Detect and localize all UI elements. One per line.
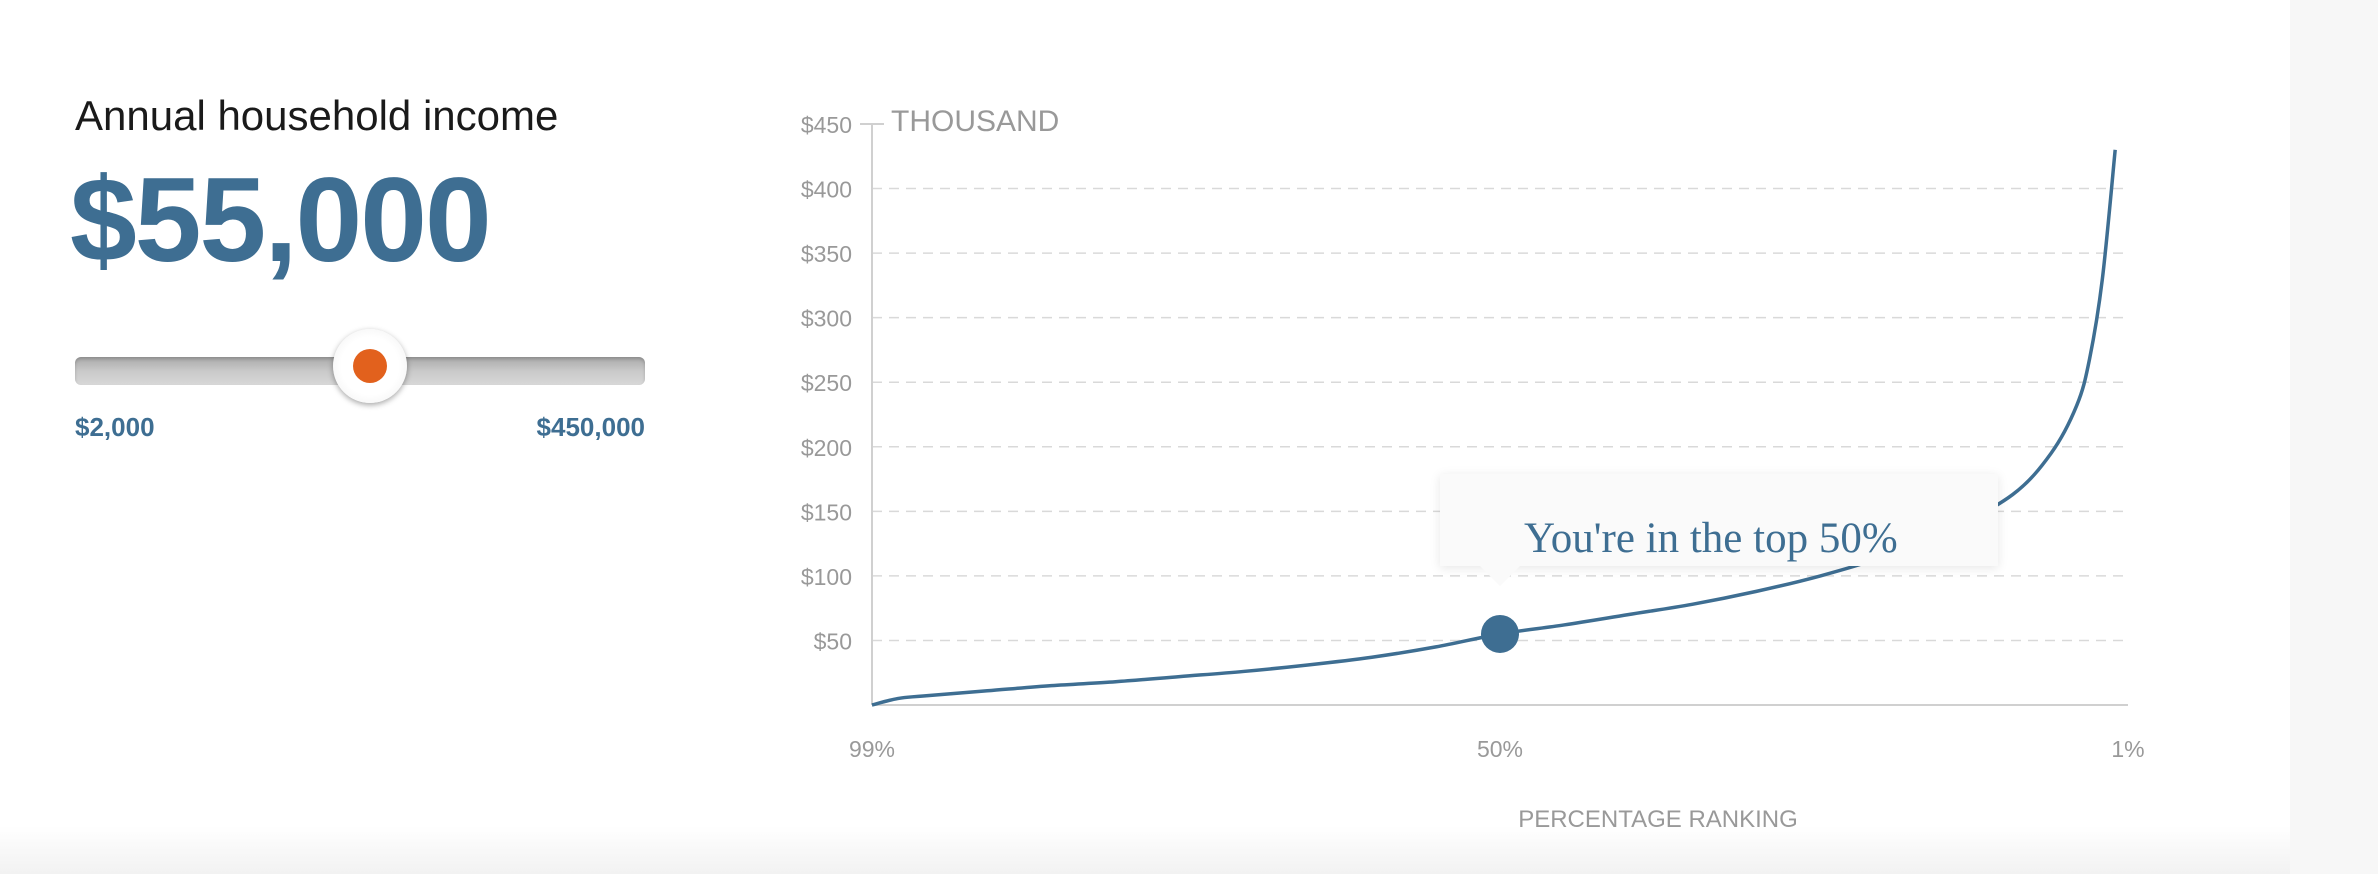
- tooltip-text: You're in the top 50%: [1524, 515, 1898, 562]
- x-tick-label: 1%: [2111, 736, 2144, 762]
- percentile-tooltip: You're in the top 50%: [1440, 474, 1998, 586]
- slider-min-label: $2,000: [75, 412, 155, 442]
- slider-max-label: $450,000: [536, 412, 645, 442]
- y-tick-label: $100: [801, 564, 852, 590]
- income-percentile-chart: $50 $100 $150 $200 $250 $300 $350 $400 $450 99% 50…: [801, 105, 2145, 833]
- page-right-margin: [2290, 0, 2378, 874]
- page-bottom-fade: [0, 826, 2290, 874]
- x-tick-label: 50%: [1477, 736, 1523, 762]
- y-axis-unit-label: THOUSAND: [891, 105, 1059, 138]
- y-tick-label: $150: [801, 499, 852, 525]
- y-tick-label: $200: [801, 435, 852, 461]
- income-slider-handle[interactable]: [332, 329, 407, 403]
- y-tick-label: $450: [801, 112, 852, 138]
- slider-handle-dot: [352, 349, 387, 383]
- y-tick-label: $50: [814, 628, 852, 654]
- x-tick-label: 99%: [849, 736, 895, 762]
- income-value: $55,000: [70, 153, 492, 287]
- y-tick-label: $350: [801, 241, 852, 267]
- income-distribution-line: [871, 149, 2117, 707]
- current-income-marker: [1481, 614, 1519, 653]
- y-tick-label: $300: [801, 306, 852, 332]
- y-tick-label: $400: [801, 177, 852, 203]
- income-label: Annual household income: [75, 92, 559, 139]
- x-axis-title: PERCENTAGE RANKING: [1518, 806, 1798, 833]
- y-tick-label: $250: [801, 370, 852, 396]
